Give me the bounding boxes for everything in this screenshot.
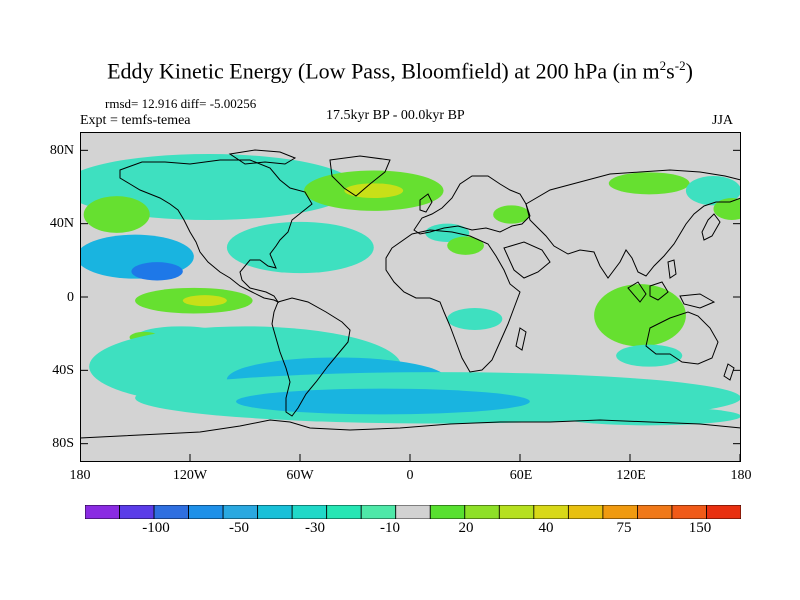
coastline-antarctica — [80, 419, 741, 439]
colorbar-swatch-3 — [153, 505, 189, 519]
colorbar-swatch-1 — [85, 505, 120, 519]
colorbar-swatch-11 — [429, 505, 466, 519]
anomaly-region-15 — [344, 183, 404, 198]
season-label: JJA — [712, 113, 734, 128]
y-tick-40n: 40N — [49, 216, 74, 231]
coastline-new-guinea — [679, 293, 716, 309]
colorbar — [85, 505, 741, 519]
colorbar-swatch-12 — [464, 505, 500, 519]
colorbar-label-7: 75 — [616, 520, 632, 536]
anomaly-region-13 — [236, 388, 530, 415]
colorbar-swatch-19 — [706, 505, 741, 519]
anomaly-region-23 — [557, 407, 741, 426]
coastline-japan — [701, 213, 721, 241]
coastline-australia — [645, 311, 719, 365]
anomaly-region-25 — [447, 236, 484, 255]
x-tick-60e: 60E — [509, 468, 533, 483]
colorbar-swatch-13 — [498, 505, 535, 519]
anomaly-region-4 — [131, 262, 183, 281]
colorbar-swatch-10 — [395, 505, 431, 519]
coastline-south-america — [271, 297, 351, 417]
coastline-greenland — [329, 155, 391, 197]
coastline-sumatra — [627, 281, 647, 303]
anomaly-region-20 — [685, 176, 741, 206]
anomaly-field — [80, 154, 741, 426]
x-tick-180w: 180 — [69, 468, 91, 483]
title-text-mid: s — [666, 58, 675, 84]
colorbar-swatch-6 — [257, 505, 293, 519]
colorbar-label-5: 20 — [458, 520, 474, 536]
anomaly-region-17 — [447, 308, 503, 330]
colorbar-swatch-15 — [567, 505, 604, 519]
x-tick-60w: 60W — [286, 468, 314, 483]
coastlines — [80, 149, 741, 439]
x-tick-120w: 120W — [172, 468, 208, 483]
colorbar-swatch-14 — [533, 505, 569, 519]
anomaly-region-1 — [80, 154, 356, 220]
title-superscript-1: 2 — [659, 58, 667, 73]
colorbar-swatch-2 — [119, 505, 155, 519]
y-tick-40s: 40S — [52, 363, 74, 378]
title-text-end: ) — [685, 58, 693, 84]
colorbar-label-3: -30 — [305, 520, 325, 536]
anomaly-region-19 — [608, 172, 690, 195]
x-tick-120e: 120E — [616, 468, 646, 483]
stats-label: rmsd= 12.916 diff= -5.00256 — [105, 96, 257, 111]
x-tick-180e: 180 — [730, 468, 752, 483]
anomaly-region-18 — [594, 284, 686, 347]
coastline-madagascar — [515, 327, 527, 351]
colorbar-label-8: 150 — [688, 520, 712, 536]
anomaly-region-5 — [226, 221, 374, 274]
coastline-philippines — [667, 259, 677, 279]
title-superscript-2: -2 — [674, 58, 686, 73]
x-tick-0: 0 — [406, 468, 414, 483]
colorbar-swatch-16 — [602, 505, 638, 519]
coastline-new-zealand — [723, 363, 735, 381]
colorbar-label-6: 40 — [538, 520, 554, 536]
colorbar-label-4: -10 — [380, 520, 400, 536]
colorbar-swatch-8 — [326, 505, 362, 519]
coastline-asia — [525, 169, 741, 279]
anomaly-region-7 — [182, 295, 227, 307]
anomaly-region-22 — [616, 344, 683, 367]
map-panel — [80, 132, 741, 462]
coastline-british-isles — [419, 193, 433, 213]
y-tick-80s: 80S — [52, 436, 74, 451]
colorbar-swatch-7 — [291, 505, 328, 519]
title-text: Eddy Kinetic Energy (Low Pass, Bloomfiel… — [107, 58, 660, 84]
y-tick-80n: 80N — [49, 143, 74, 158]
coastline-arabia — [503, 241, 551, 279]
anomaly-region-2 — [83, 196, 150, 233]
coastline-north-america — [119, 159, 313, 304]
coastline-borneo — [649, 281, 669, 301]
colorbar-swatch-9 — [360, 505, 397, 519]
experiment-label: Expt = temfs-temea — [80, 113, 191, 128]
coastline-africa — [385, 229, 521, 373]
anomaly-region-21 — [713, 198, 741, 220]
coastline-arctic-islands — [228, 149, 297, 165]
y-tick-0: 0 — [67, 290, 74, 305]
colorbar-swatch-5 — [222, 505, 259, 519]
colorbar-swatch-17 — [637, 505, 673, 519]
colorbar-label-2: -50 — [229, 520, 249, 536]
colorbar-swatch-4 — [188, 505, 224, 519]
colorbar-label-1: -100 — [142, 520, 170, 536]
anomaly-region-16 — [493, 205, 530, 224]
period-label: 17.5kyr BP - 00.0kyr BP — [326, 108, 465, 123]
chart-title: Eddy Kinetic Energy (Low Pass, Bloomfiel… — [0, 58, 800, 84]
colorbar-swatch-18 — [671, 505, 707, 519]
